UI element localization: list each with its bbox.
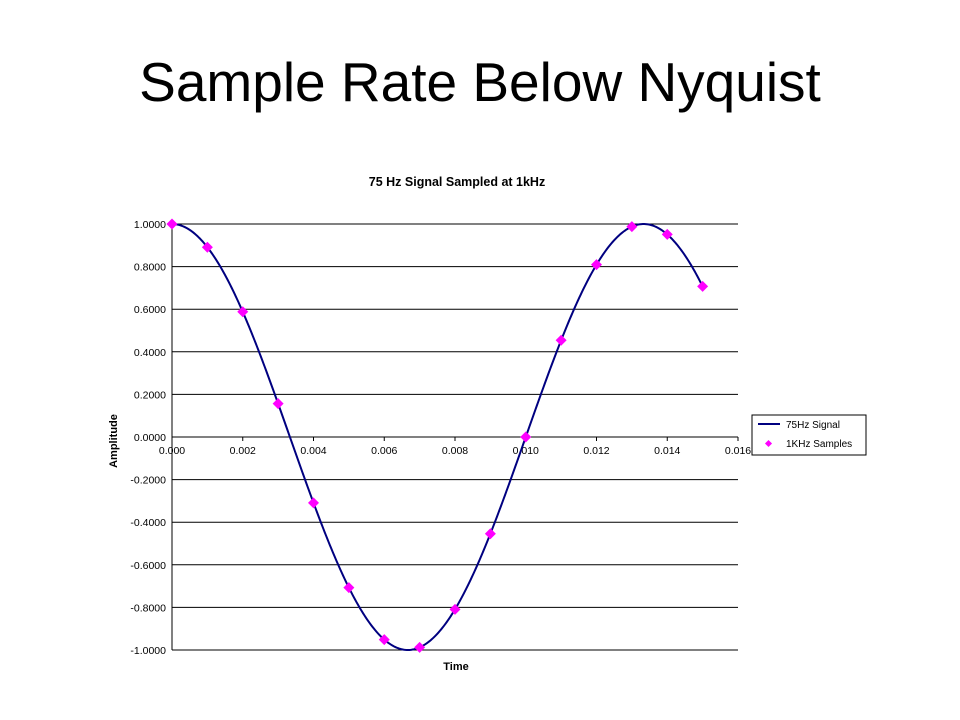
chart-axes (171, 224, 739, 650)
sample-marker (201, 241, 213, 253)
sample-marker (272, 398, 284, 410)
sample-marker (378, 634, 390, 646)
y-tick-labels: 1.0000 0.8000 0.6000 0.4000 0.2000 0.0000 -0.2… (130, 219, 166, 657)
y-tick-label: 0.0000 (134, 432, 166, 444)
x-tick-label: 0.006 (371, 445, 397, 457)
x-tick-labels: 0.000 0.002 0.004 0.006 0.008 0.010 0.012 0.014… (159, 445, 751, 457)
sample-marker (449, 603, 461, 615)
y-tick-label: -0.4000 (130, 517, 166, 529)
y-tick-label: 0.4000 (134, 347, 166, 359)
sample-marker (237, 306, 249, 318)
sample-marker (343, 582, 355, 594)
x-tick-label: 0.008 (442, 445, 468, 457)
sample-marker (166, 218, 178, 230)
slide-title: Sample Rate Below Nyquist (139, 51, 821, 113)
x-tick-label: 0.004 (300, 445, 326, 457)
legend-label-samples: 1KHz Samples (786, 439, 852, 450)
y-tick-label: 0.2000 (134, 389, 166, 401)
legend-box (751, 414, 867, 456)
sample-marker (308, 497, 319, 509)
legend-marker-swatch (764, 439, 773, 448)
y-tick-label: -1.0000 (130, 645, 166, 657)
legend-label-signal: 75Hz Signal (786, 420, 840, 431)
signal-line (171, 223, 704, 652)
y-axis-title: Amplitude (108, 414, 120, 468)
y-tick-label: 0.8000 (134, 262, 166, 274)
sample-marker (520, 431, 532, 443)
x-axis-title: Time (443, 661, 468, 673)
sample-marker (661, 228, 673, 240)
y-tick-label: -0.8000 (130, 602, 166, 614)
chart-series (166, 218, 709, 653)
sample-marker (626, 221, 638, 233)
x-tick-label: 0.012 (583, 445, 609, 457)
sample-marker (697, 280, 709, 292)
x-tick-label: 0.016 (725, 445, 751, 457)
y-tick-label: -0.2000 (130, 475, 166, 487)
sample-marker (591, 259, 602, 271)
y-tick-label: -0.6000 (130, 560, 166, 572)
y-tick-label: 1.0000 (134, 219, 166, 231)
sample-marker (555, 334, 567, 346)
sample-marker (484, 528, 496, 540)
x-tick-label: 0.000 (159, 445, 185, 457)
x-tick-label: 0.010 (513, 445, 539, 457)
x-tick-label: 0.014 (654, 445, 680, 457)
x-tick-label: 0.002 (230, 445, 256, 457)
y-tick-label: 0.6000 (134, 304, 166, 316)
sample-marker (414, 641, 426, 653)
chart-title: 75 Hz Signal Sampled at 1kHz (369, 175, 545, 189)
chart-legend: 75Hz Signal 1KHz Samples (751, 414, 867, 456)
